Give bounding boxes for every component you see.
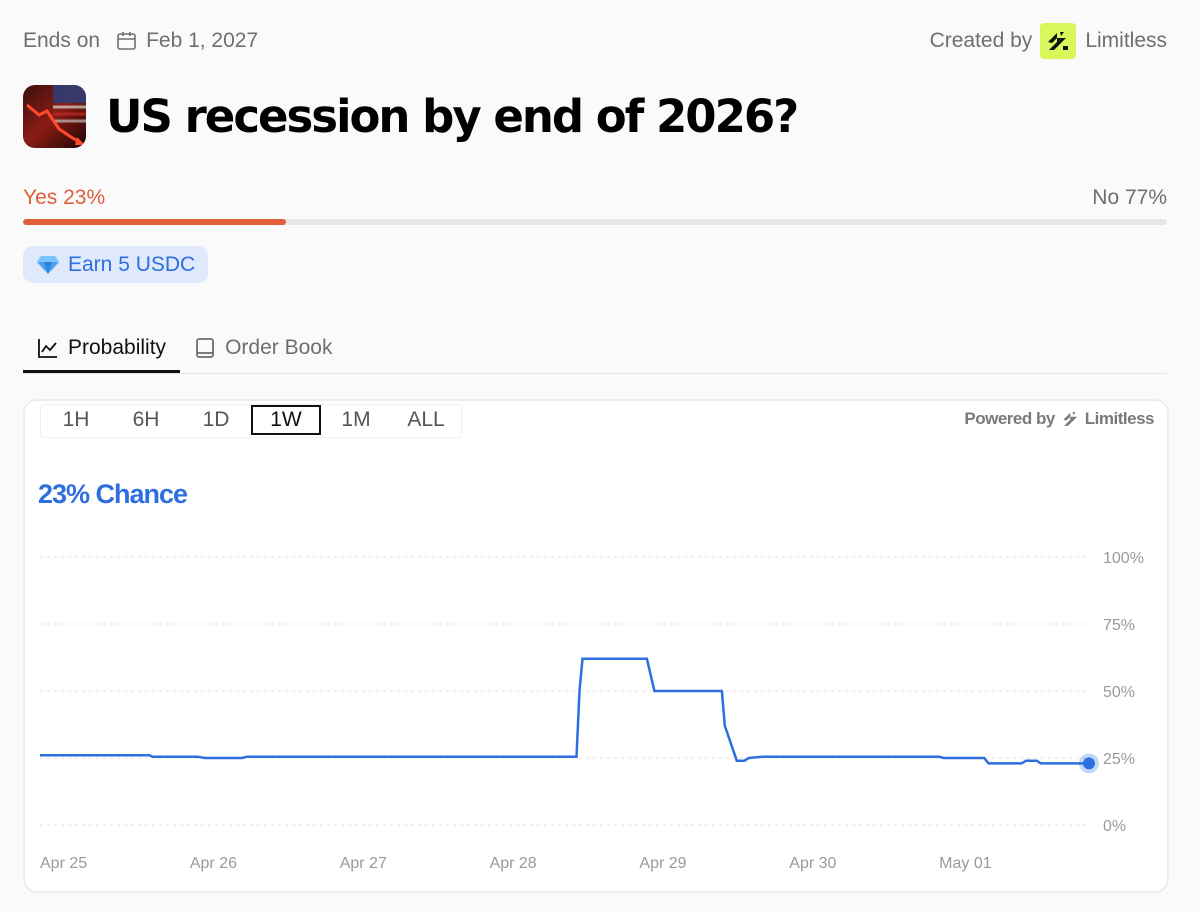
chart-gridlines	[40, 556, 1089, 826]
y-tick-label: 75%	[1103, 617, 1135, 634]
x-tick-label: Apr 26	[190, 855, 237, 872]
range-1d[interactable]: 1D	[202, 408, 230, 431]
yes-odds: Yes 23%	[23, 186, 106, 209]
earn-label: Earn 5 USDC	[68, 252, 196, 276]
x-tick-label: Apr 29	[639, 855, 686, 872]
limitless-logo-icon	[1040, 23, 1077, 59]
line-chart-icon	[38, 338, 57, 358]
created-by-label: Created by	[929, 29, 1033, 52]
x-tick-label: Apr 25	[40, 855, 87, 872]
range-all[interactable]: ALL	[407, 408, 445, 431]
x-axis-ticks: Apr 25 Apr 26 Apr 27 Apr 28 Apr 29 Apr 30 May …	[40, 855, 992, 872]
x-tick-label: May 01	[939, 855, 992, 872]
chance-readout: 23% Chance	[38, 479, 188, 509]
limitless-mark-icon	[1063, 412, 1077, 426]
range-1w[interactable]: 1W	[251, 405, 321, 435]
y-tick-label: 25%	[1103, 751, 1135, 768]
range-1m[interactable]: 1M	[341, 408, 371, 431]
calendar-icon	[117, 32, 136, 50]
powered-by-brand: Limitless	[1084, 409, 1155, 428]
tab-probability[interactable]: Probability	[23, 325, 181, 373]
x-tick-label: Apr 27	[340, 855, 387, 872]
current-point[interactable]	[1083, 757, 1095, 770]
y-axis-ticks: 100% 75% 50% 25% 0%	[1103, 550, 1144, 835]
y-tick-label: 100%	[1103, 550, 1144, 567]
diamond-icon	[37, 255, 59, 274]
end-date-value: Feb 1, 2027	[146, 29, 259, 52]
range-1h[interactable]: 1H	[62, 408, 90, 431]
creator-info[interactable]: Created by Limitless	[930, 23, 1167, 59]
powered-by[interactable]: Powered by Limitless	[964, 409, 1154, 429]
no-odds: No 77%	[1092, 186, 1167, 209]
powered-by-label: Powered by	[964, 409, 1055, 428]
series-line-yes	[40, 657, 1089, 765]
end-date-info: Ends on Feb 1, 2027	[23, 29, 258, 53]
odds-row: Yes 23% No 77%	[23, 186, 1167, 216]
market-title-row: US recession by end of 2026?	[23, 85, 799, 148]
range-6h[interactable]: 6H	[132, 408, 160, 431]
tab-order-book[interactable]: Order Book	[180, 325, 346, 371]
odds-progress-bar	[23, 219, 1167, 225]
yes-progress-fill	[23, 219, 287, 225]
market-meta-bar: Ends on Feb 1, 2027 Created by Limitless	[23, 22, 1167, 60]
x-tick-label: Apr 28	[490, 855, 537, 872]
tab-probability-label: Probability	[68, 335, 167, 359]
probability-chart-card: 1H 6H 1D 1W 1M ALL Powered by Limitless …	[23, 399, 1169, 893]
y-tick-label: 0%	[1103, 818, 1126, 835]
x-tick-label: Apr 30	[789, 855, 836, 872]
ends-on-label: Ends on	[23, 29, 101, 52]
market-image	[23, 85, 86, 148]
earn-badge[interactable]: Earn 5 USDC	[23, 246, 209, 283]
y-tick-label: 50%	[1103, 684, 1135, 701]
book-icon	[196, 338, 214, 358]
probability-line-chart[interactable]: 100% 75% 50% 25% 0% Apr 25 Apr 26 Apr 27 Apr 28…	[25, 401, 1167, 891]
creator-name: Limitless	[1085, 29, 1167, 52]
market-title: US recession by end of 2026?	[106, 90, 799, 143]
tab-order-book-label: Order Book	[225, 336, 333, 359]
view-tabs: Probability Order Book	[23, 325, 1167, 374]
time-range-selector: 1H 6H 1D 1W 1M ALL	[40, 404, 462, 438]
